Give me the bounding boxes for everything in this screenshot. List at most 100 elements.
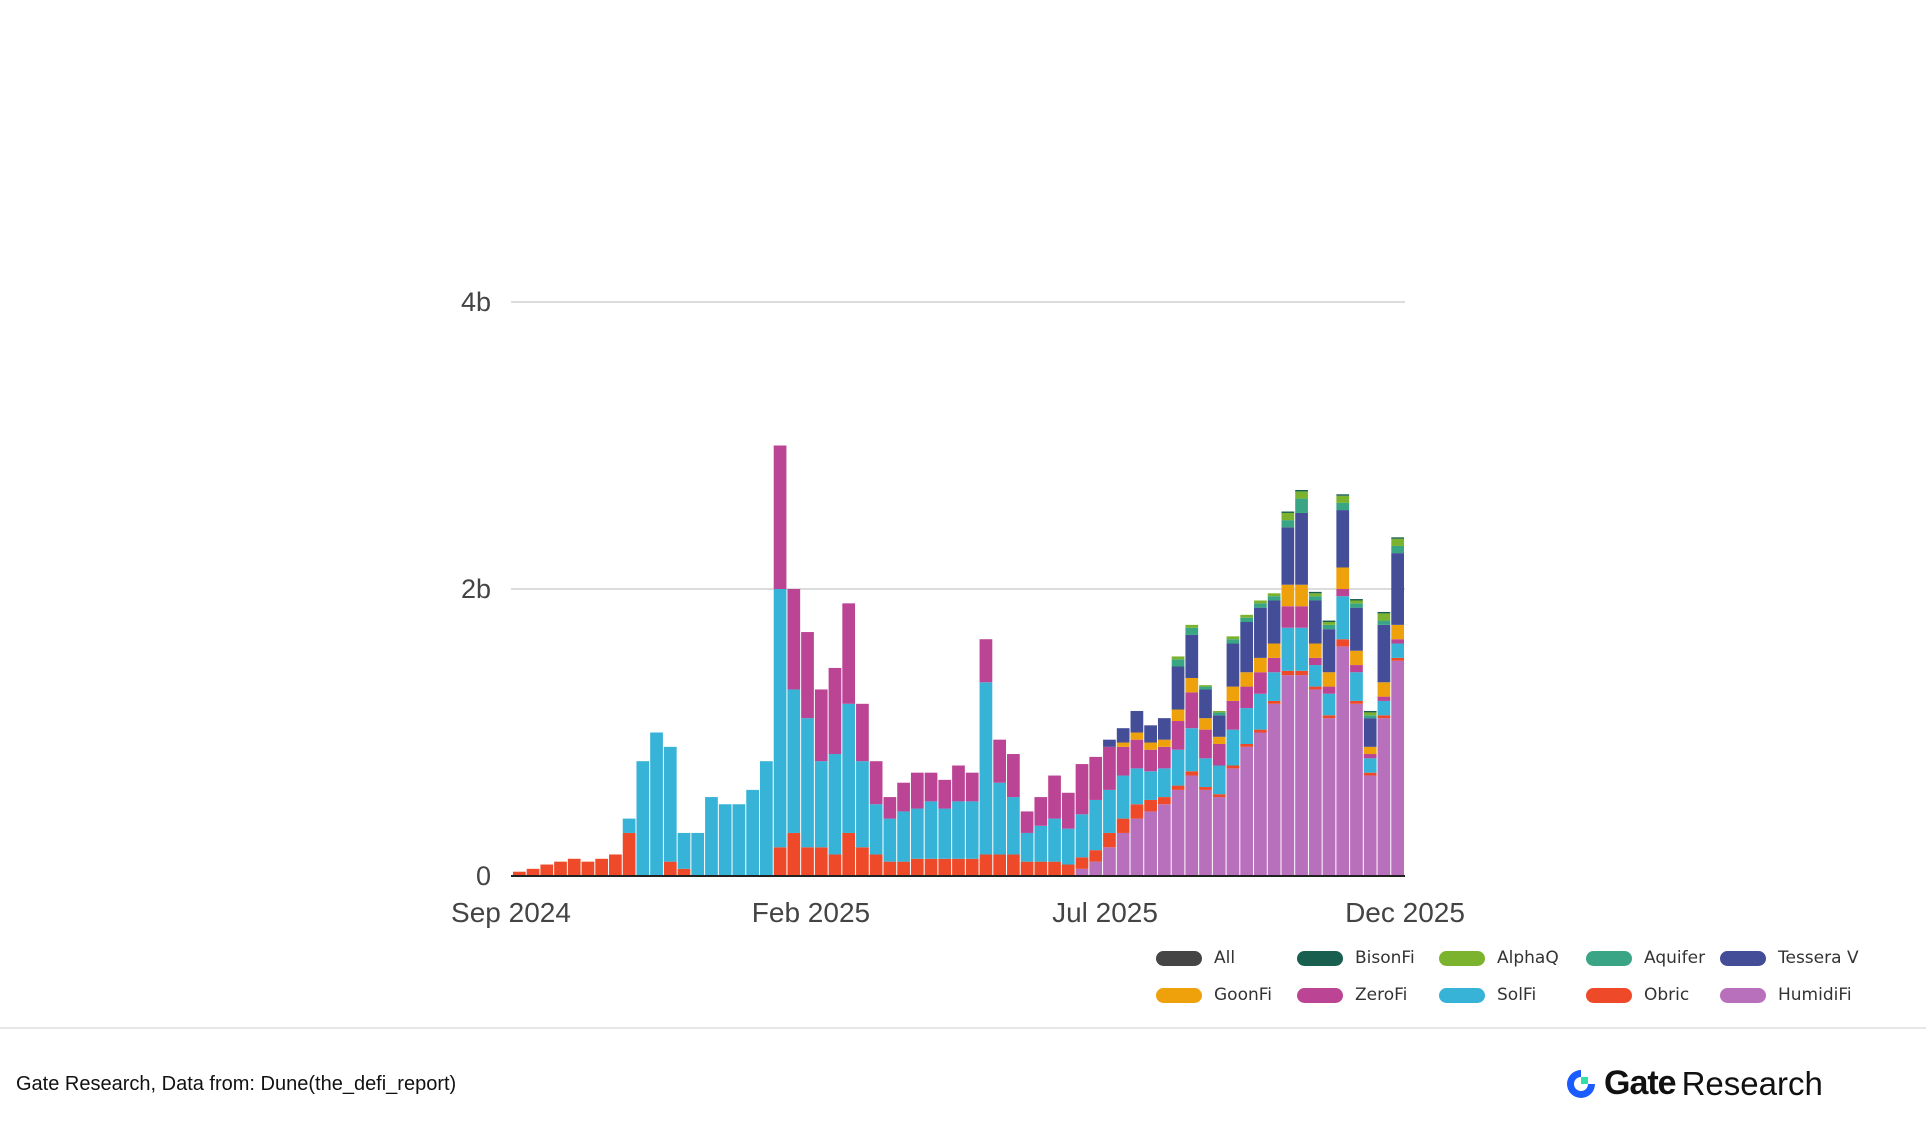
bar-solfi: [787, 689, 801, 833]
bar-zerofi: [773, 445, 787, 589]
bar-solfi: [1007, 797, 1020, 855]
bar-obric: [1322, 715, 1336, 719]
bar-humidifi: [1157, 804, 1171, 876]
bar-alphaq: [1267, 593, 1281, 597]
legend-label: Aquifer: [1644, 948, 1706, 968]
logo-text: Gate: [1604, 1064, 1677, 1102]
bar-obric: [581, 861, 595, 876]
bar-zerofi: [787, 589, 801, 690]
bar-solfi: [1226, 729, 1240, 766]
bar-solfi: [773, 589, 787, 848]
legend-item-bisonfi[interactable]: BisonFi: [1297, 948, 1415, 968]
bar-humidifi: [1226, 768, 1240, 876]
bar-aquifer: [1212, 712, 1226, 716]
bar-goonfi: [1336, 567, 1350, 589]
bar-obric: [512, 871, 526, 876]
bar-zerofi: [1185, 692, 1199, 729]
legend-item-zerofi[interactable]: ZeroFi: [1297, 985, 1407, 1005]
bar-obric: [1240, 743, 1254, 747]
x-tick-label: Jul 2025: [1052, 897, 1158, 928]
bar-zerofi: [1295, 606, 1308, 628]
bar-aquifer: [1350, 603, 1363, 608]
legend-item-aquifer[interactable]: Aquifer: [1586, 948, 1705, 968]
bar-alphaq: [1363, 712, 1377, 716]
x-tick-label: Sep 2024: [451, 897, 571, 928]
legend-label: AlphaQ: [1497, 948, 1559, 968]
bar-tessera-v: [1363, 718, 1377, 747]
bar-solfi: [650, 732, 663, 876]
bar-zerofi: [938, 779, 952, 809]
bar-zerofi: [1007, 754, 1020, 798]
bar-obric: [1185, 771, 1199, 776]
x-tick-label: Dec 2025: [1345, 897, 1465, 928]
bar-humidifi: [1130, 818, 1144, 876]
bar-zerofi: [979, 639, 993, 683]
bar-humidifi: [1336, 646, 1350, 876]
bar-humidifi: [1116, 832, 1130, 876]
bar-zerofi: [842, 603, 856, 704]
bar-zerofi: [1144, 749, 1157, 772]
bar-obric: [1295, 670, 1308, 676]
bar-solfi: [636, 761, 650, 876]
bar-obric: [869, 854, 883, 876]
bar-alphaq: [1240, 614, 1254, 618]
bar-obric: [938, 858, 952, 876]
legend-item-solfi[interactable]: SolFi: [1439, 985, 1536, 1005]
bar-goonfi: [1226, 686, 1240, 701]
bar-tessera-v: [1212, 715, 1226, 737]
bar-solfi: [622, 818, 636, 833]
bar-solfi: [1391, 643, 1404, 658]
legend-swatch: [1586, 987, 1632, 1003]
bar-solfi: [1363, 758, 1377, 773]
bar-zerofi: [1034, 797, 1048, 826]
bar-aquifer: [1267, 596, 1281, 601]
bar-obric: [1061, 864, 1075, 876]
bar-solfi: [828, 754, 842, 855]
bar-obric: [1034, 861, 1048, 876]
bar-zerofi: [1240, 686, 1254, 709]
bar-solfi: [1322, 693, 1336, 716]
legend-item-obric[interactable]: Obric: [1586, 985, 1689, 1005]
bar-zerofi: [1363, 754, 1377, 759]
bar-tessera-v: [1171, 666, 1185, 710]
bar-obric: [1391, 657, 1404, 661]
legend-label: Obric: [1644, 985, 1690, 1005]
bar-obric: [1144, 799, 1157, 812]
bar-solfi: [883, 818, 897, 862]
bar-tessera-v: [1377, 624, 1391, 683]
bar-obric: [856, 847, 869, 876]
bar-solfi: [897, 811, 910, 862]
bar-goonfi: [1144, 742, 1157, 750]
legend-item-alphaq[interactable]: AlphaQ: [1439, 948, 1559, 968]
bar-zerofi: [910, 772, 924, 809]
bar-obric: [883, 861, 897, 876]
bar-solfi: [1240, 708, 1254, 744]
bar-obric: [554, 861, 567, 876]
bar-zerofi: [1308, 657, 1322, 666]
bar-solfi: [1130, 768, 1144, 805]
bar-solfi: [1267, 672, 1281, 701]
legend-item-all[interactable]: All: [1156, 948, 1235, 968]
bar-obric: [828, 854, 842, 876]
bar-tessera-v: [1130, 710, 1144, 733]
bar-zerofi: [814, 689, 828, 762]
bar-zerofi: [856, 703, 869, 762]
bar-solfi: [705, 797, 718, 876]
bar-alphaq: [1295, 491, 1308, 499]
bar-aquifer: [1363, 715, 1377, 719]
legend-item-humidifi[interactable]: HumidiFi: [1720, 985, 1852, 1005]
bar-humidifi: [1377, 718, 1391, 876]
bar-alphaq: [1226, 636, 1240, 640]
legend-swatch: [1439, 987, 1485, 1003]
gate-research-logo: Gate Research: [1564, 1064, 1823, 1103]
bar-humidifi: [1089, 861, 1103, 876]
bar-obric: [1350, 700, 1363, 704]
legend-item-tessera-v[interactable]: Tessera V: [1720, 948, 1859, 968]
legend-item-goonfi[interactable]: GoonFi: [1156, 985, 1272, 1005]
bar-obric: [814, 847, 828, 876]
bar-obric: [1075, 857, 1089, 869]
legend-swatch: [1297, 987, 1343, 1003]
bar-aquifer: [1254, 603, 1267, 608]
bar-humidifi: [1308, 689, 1322, 876]
bar-obric: [1377, 715, 1391, 719]
